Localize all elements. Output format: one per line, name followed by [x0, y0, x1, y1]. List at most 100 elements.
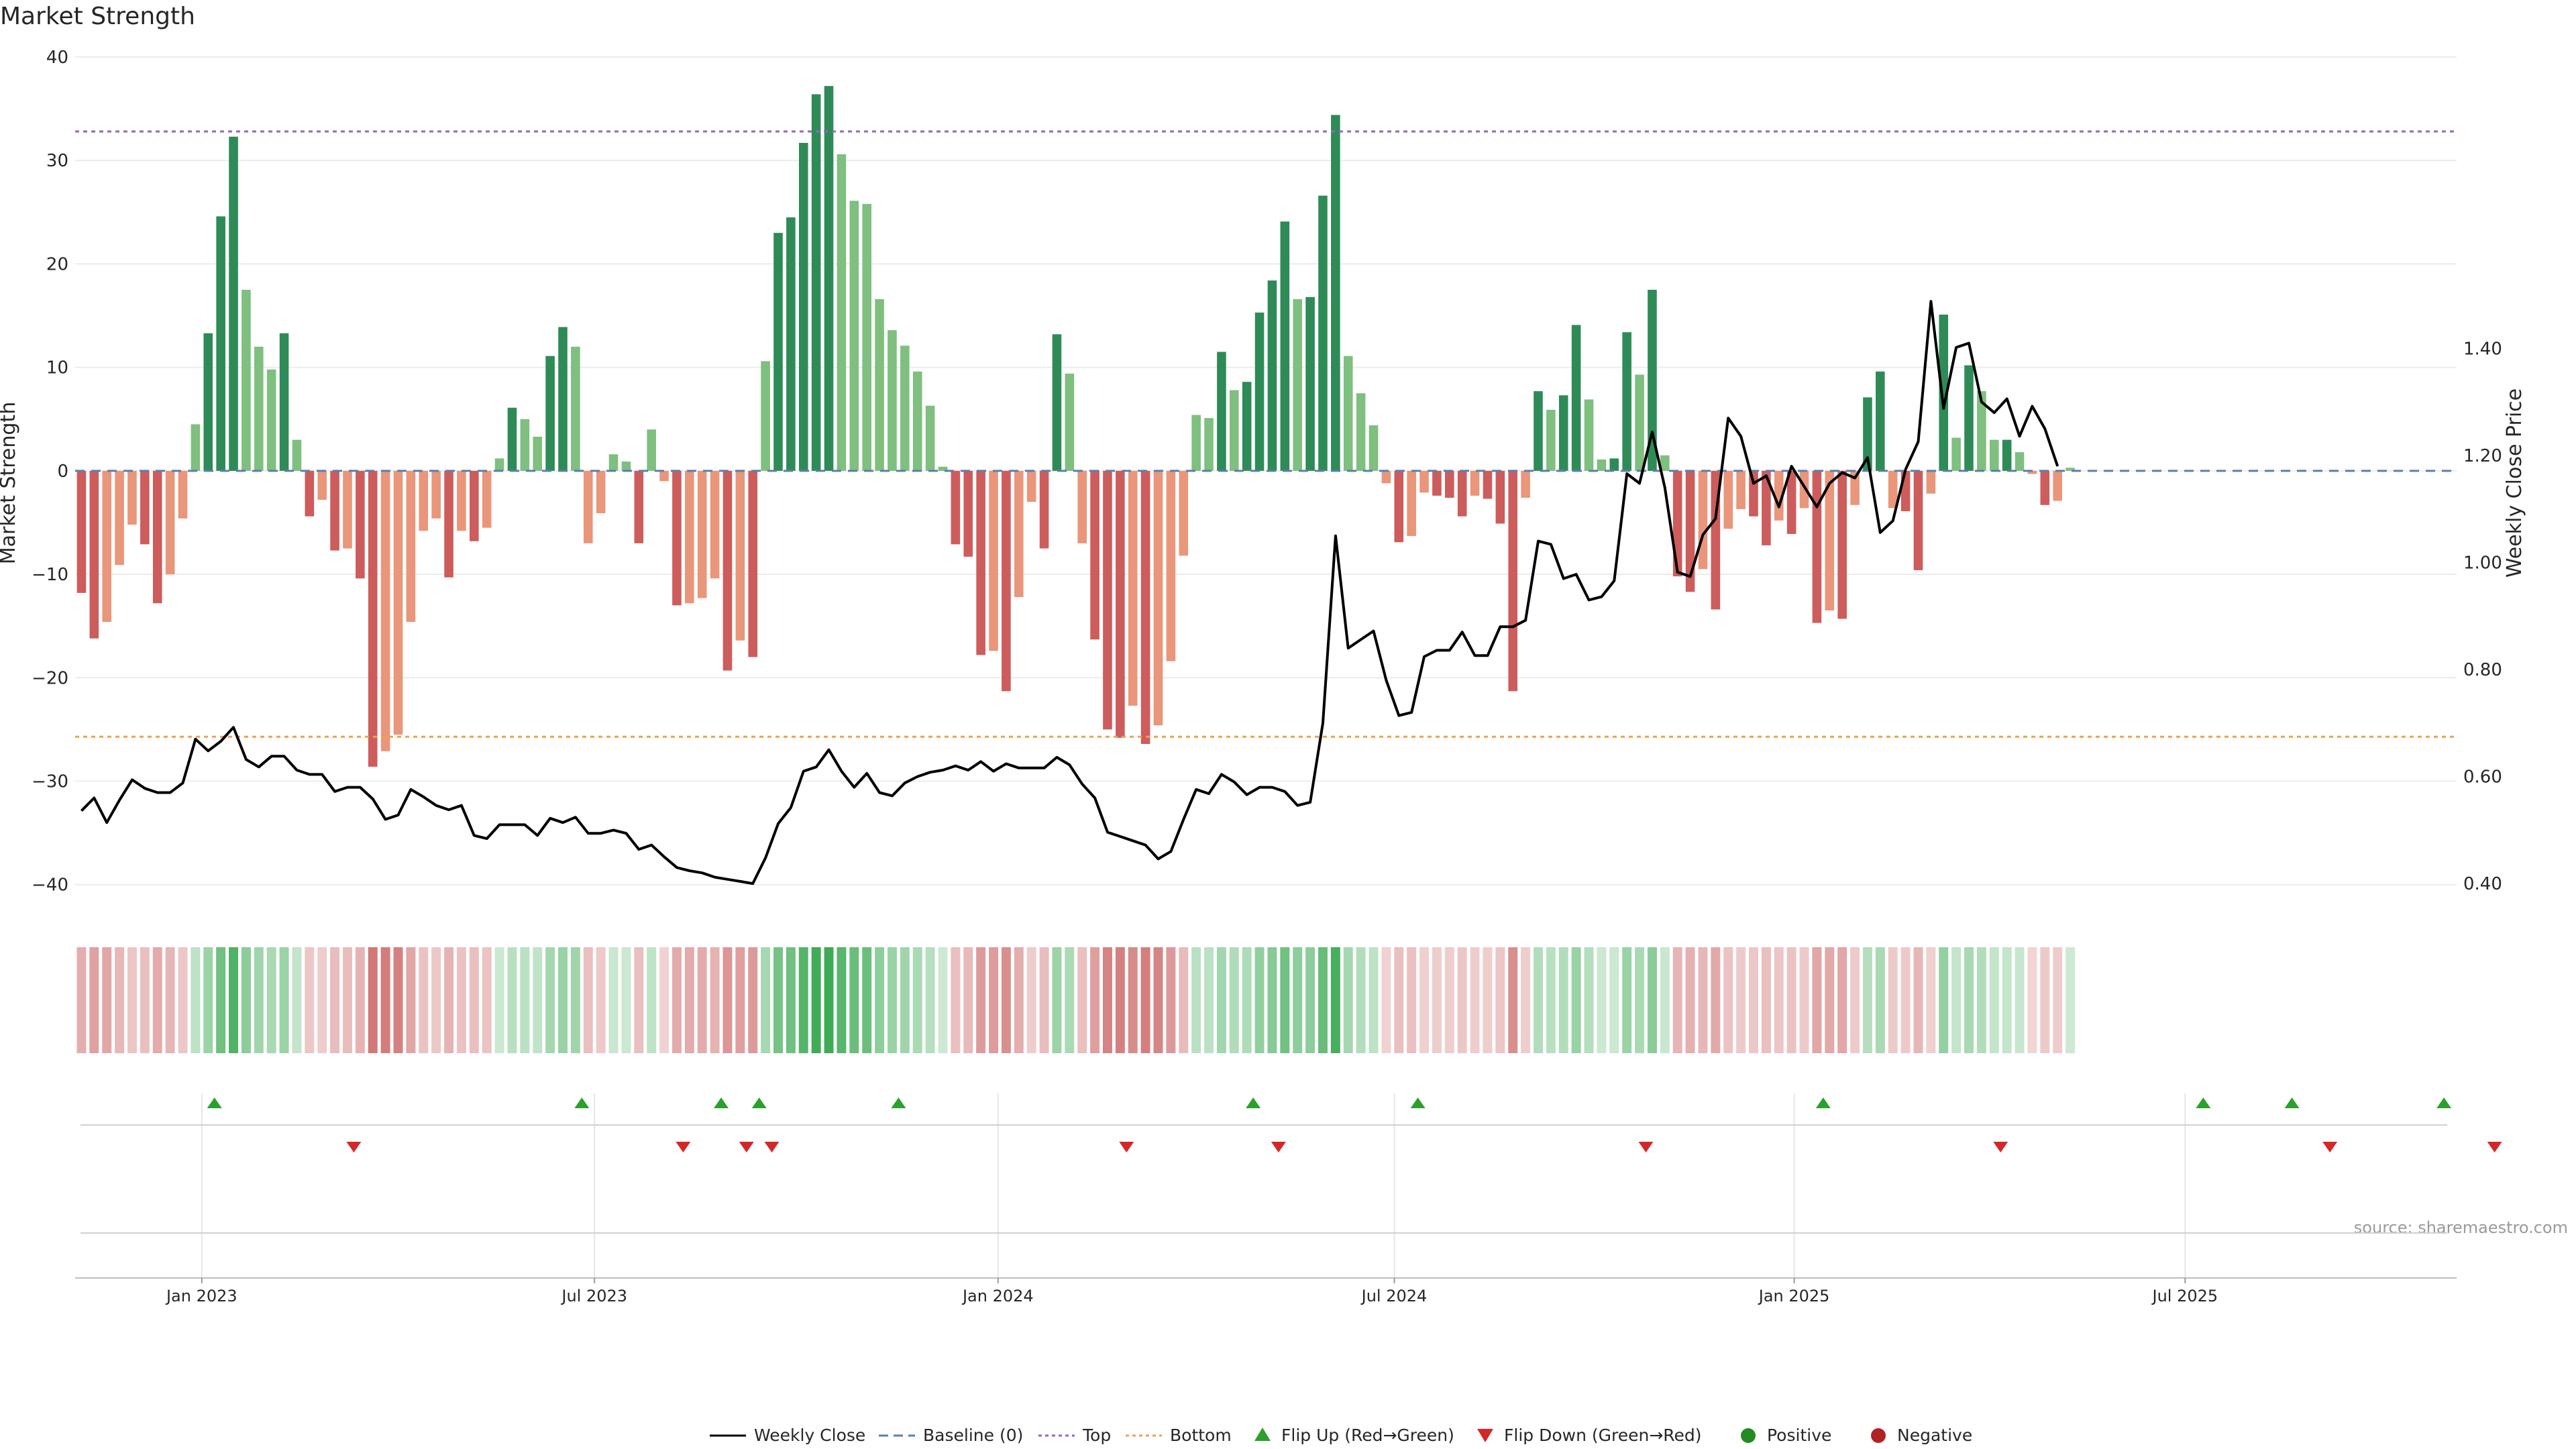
heat-cell [482, 947, 492, 1053]
heat-cell [1204, 947, 1214, 1053]
strength-bar [127, 470, 137, 525]
legend-flip-down-label: Flip Down (Green→Red) [1504, 1426, 1702, 1445]
strength-bar [1356, 393, 1366, 471]
heat-cell [824, 947, 834, 1053]
heat-cell [1635, 947, 1645, 1053]
strength-bar [330, 470, 339, 551]
heat-cell [1521, 947, 1531, 1053]
heat-cell [1356, 947, 1366, 1053]
heat-cell [1660, 947, 1670, 1053]
heat-cell [1381, 947, 1391, 1053]
strength-bar [1217, 352, 1226, 471]
heat-cell [507, 947, 517, 1053]
strength-bar [533, 436, 543, 471]
strength-bar [482, 470, 492, 528]
strength-bar [1153, 470, 1163, 726]
strength-bar [1812, 470, 1822, 623]
strength-bar [1077, 470, 1087, 543]
strength-bar [862, 203, 871, 471]
strength-bar [470, 470, 479, 541]
strength-bar [976, 470, 985, 655]
heat-cell [596, 947, 606, 1053]
strength-bar [380, 470, 390, 751]
strength-bar [1736, 470, 1746, 509]
y-left-tick-label: −20 [32, 668, 68, 688]
heat-cell [608, 947, 619, 1053]
strength-bar [1648, 289, 1657, 471]
legend-negative-label: Negative [1897, 1426, 1972, 1445]
chart-title: Market Strength [0, 3, 195, 30]
heat-cell [1026, 947, 1036, 1053]
strength-bar [1723, 470, 1733, 529]
heat-cell [1685, 947, 1695, 1053]
strength-bar [89, 470, 99, 639]
heat-cell [1191, 947, 1201, 1053]
strength-bar [2065, 468, 2075, 471]
heat-cell [241, 947, 251, 1053]
strength-bar [900, 345, 910, 471]
heat-cell [811, 947, 821, 1053]
heat-cell [1280, 947, 1290, 1053]
heat-cell [1597, 947, 1607, 1053]
heat-cell [355, 947, 365, 1053]
heat-cell [216, 947, 226, 1053]
heat-cell [912, 947, 922, 1053]
strength-bar [672, 470, 682, 606]
flip-down-marker [1271, 1142, 1286, 1152]
strength-bar [343, 470, 352, 549]
flip-up-marker [207, 1097, 222, 1108]
y-right-axis-label: Weekly Close Price [2503, 388, 2526, 578]
strength-bar [912, 371, 922, 471]
strength-bar [1977, 391, 1986, 471]
heat-cell [862, 947, 872, 1053]
heat-cell [1711, 947, 1721, 1053]
strength-bar [1749, 470, 1758, 517]
heat-cell [1179, 947, 1189, 1053]
flip-up-marker [574, 1097, 590, 1108]
y-right-tick-label: 0.60 [2463, 767, 2502, 788]
strength-bar [102, 470, 112, 623]
heat-cell [722, 947, 733, 1053]
strength-bar [76, 470, 87, 593]
strength-bar [520, 419, 530, 471]
strength-bar [938, 466, 948, 471]
heat-cell [1862, 947, 1872, 1053]
strength-bar [1495, 470, 1505, 524]
strength-bar [583, 470, 593, 543]
strength-bar [1191, 415, 1201, 471]
heat-cell [748, 947, 758, 1053]
heat-cell [76, 947, 87, 1053]
heat-cell [1786, 947, 1796, 1053]
strength-bar [1445, 470, 1454, 498]
heat-cell [1419, 947, 1430, 1053]
heat-cell [266, 947, 276, 1053]
heat-cell [444, 947, 454, 1053]
flip-down-marker [2487, 1142, 2502, 1152]
legend-flip-down-swatch [1477, 1429, 1493, 1442]
heat-cell [229, 947, 239, 1053]
heat-cell [1989, 947, 1999, 1053]
flip-up-marker [1815, 1097, 1831, 1108]
heat-cell [102, 947, 112, 1053]
strength-bar [1204, 418, 1214, 471]
strength-bar [951, 470, 961, 545]
strength-bar [697, 470, 707, 598]
heat-cell [292, 947, 302, 1053]
strength-bar [1002, 470, 1011, 692]
strength-bar [1913, 470, 1923, 570]
heat-cell [634, 947, 644, 1053]
strength-bar [165, 470, 175, 575]
flip-up-marker [2196, 1097, 2211, 1108]
heat-cell [533, 947, 543, 1053]
strength-bar [152, 470, 162, 604]
strength-bar [1926, 470, 1936, 494]
axes: 40 30 20 10 0 −10 −20 −30 −40 Market Strength 1.40… [0, 48, 2526, 1305]
heat-cell [2027, 947, 2037, 1053]
strength-bar [1660, 455, 1670, 471]
heat-cell [1584, 947, 1594, 1053]
heat-cell [545, 947, 555, 1053]
x-tick-label: Jul 2025 [2151, 1287, 2218, 1305]
heat-cell [1976, 947, 1986, 1053]
strength-bar [621, 461, 631, 471]
heat-cell [1115, 947, 1125, 1053]
